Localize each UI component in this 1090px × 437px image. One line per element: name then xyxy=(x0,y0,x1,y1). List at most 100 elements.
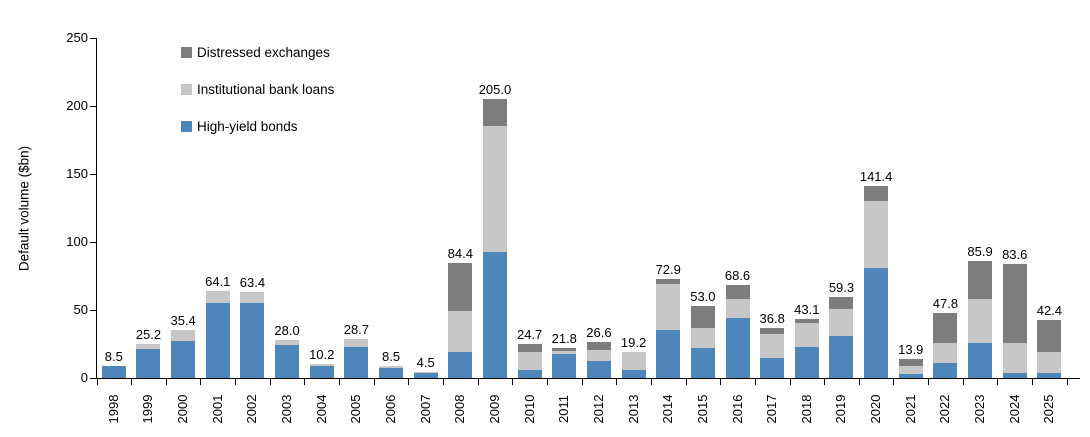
bar-segment-institutional-bank-loans-2020 xyxy=(864,201,889,268)
x-axis-category-label-2013: 2013 xyxy=(625,394,641,424)
y-axis-tick xyxy=(90,378,96,379)
bar-segment-distressed-exchanges-2024 xyxy=(1002,264,1027,343)
x-axis-category-label-2015: 2015 xyxy=(694,394,710,424)
x-axis-category-label-2022: 2022 xyxy=(937,394,953,424)
x-axis-category-label-2012: 2012 xyxy=(590,394,606,424)
legend-swatch-institutional-bank-loans xyxy=(181,84,192,95)
bar-segment-high-yield-bonds-2001 xyxy=(205,302,230,378)
x-axis-category-label-2001: 2001 xyxy=(209,394,225,424)
bar-total-label-2019: 59.3 xyxy=(828,280,855,296)
bar-segment-high-yield-bonds-2023 xyxy=(968,342,993,378)
bar-segment-distressed-exchanges-2015 xyxy=(690,305,715,328)
bar-total-label-2024: 83.6 xyxy=(1002,247,1028,263)
x-axis-tick xyxy=(789,379,791,385)
x-axis-tick xyxy=(824,379,826,385)
legend-item-distressed-exchanges: Distressed exchanges xyxy=(181,46,334,59)
x-axis-tick xyxy=(616,379,618,385)
y-axis xyxy=(96,38,97,379)
bar-total-label-2007: 4.5 xyxy=(416,354,435,370)
x-axis-tick xyxy=(200,379,202,385)
bar-segment-high-yield-bonds-2024 xyxy=(1002,372,1027,378)
bar-total-label-2018: 43.1 xyxy=(794,302,820,318)
x-axis-category-label-2020: 2020 xyxy=(868,394,884,424)
bar-segment-high-yield-bonds-2003 xyxy=(275,345,300,378)
bar-segment-institutional-bank-loans-2001 xyxy=(205,290,230,303)
x-axis-category-label-2010: 2010 xyxy=(521,394,537,424)
x-axis-category-label-2009: 2009 xyxy=(486,394,502,424)
bar-segment-high-yield-bonds-1999 xyxy=(136,349,161,378)
y-axis-tick xyxy=(90,106,96,107)
x-axis-category-label-2002: 2002 xyxy=(244,394,260,424)
bar-segment-distressed-exchanges-2022 xyxy=(933,312,958,343)
bar-total-label-2014: 72.9 xyxy=(655,261,681,277)
x-axis-tick xyxy=(408,379,410,385)
x-axis-category-label-2014: 2014 xyxy=(660,394,676,424)
bar-total-label-2025: 42.4 xyxy=(1036,303,1063,319)
bar-segment-institutional-bank-loans-2024 xyxy=(1002,342,1027,373)
bar-segment-high-yield-bonds-2005 xyxy=(344,347,369,378)
x-axis-tick xyxy=(304,379,306,385)
x-axis-category-label-2019: 2019 xyxy=(833,394,849,424)
y-axis-tick xyxy=(90,38,96,39)
bar-total-label-2009: 205.0 xyxy=(478,82,512,98)
bar-segment-distressed-exchanges-2008 xyxy=(448,263,473,312)
bar-segment-high-yield-bonds-2018 xyxy=(794,347,819,378)
bar-segment-institutional-bank-loans-2010 xyxy=(517,351,542,370)
bar-segment-institutional-bank-loans-2017 xyxy=(760,333,785,358)
x-axis-tick xyxy=(339,379,341,385)
y-axis-title: Default volume ($bn) xyxy=(16,145,32,272)
x-axis-category-label-2003: 2003 xyxy=(279,394,295,424)
x-axis-category-label-2017: 2017 xyxy=(764,394,780,424)
bar-total-label-2000: 35.4 xyxy=(170,312,196,328)
bar-segment-distressed-exchanges-2025 xyxy=(1037,320,1062,353)
y-axis-tick-label: 100 xyxy=(66,234,88,249)
bar-segment-distressed-exchanges-2009 xyxy=(482,99,507,127)
x-axis-tick xyxy=(962,379,964,385)
y-axis-tick xyxy=(90,242,96,243)
bar-segment-high-yield-bonds-2021 xyxy=(898,373,923,378)
bar-segment-institutional-bank-loans-2012 xyxy=(586,349,611,361)
legend-item-institutional-bank-loans: Institutional bank loans xyxy=(181,83,334,96)
x-axis-category-label-2025: 2025 xyxy=(1041,394,1057,424)
bar-segment-high-yield-bonds-2000 xyxy=(171,341,196,378)
x-axis-category-label-2007: 2007 xyxy=(417,394,433,424)
bar-segment-institutional-bank-loans-2022 xyxy=(933,342,958,364)
x-axis-tick xyxy=(581,379,583,385)
bar-segment-distressed-exchanges-2017 xyxy=(760,327,785,334)
legend-label: High-yield bonds xyxy=(197,119,298,134)
x-axis-tick xyxy=(858,379,860,385)
bar-segment-high-yield-bonds-2009 xyxy=(482,252,507,378)
bar-total-label-2023: 85.9 xyxy=(967,244,993,260)
x-axis-category-label-2018: 2018 xyxy=(798,394,814,424)
bar-total-label-2003: 28.0 xyxy=(274,322,300,338)
bar-segment-institutional-bank-loans-2007 xyxy=(413,371,438,374)
bar-segment-distressed-exchanges-2018 xyxy=(794,319,819,323)
bar-segment-institutional-bank-loans-2003 xyxy=(275,339,300,346)
bar-total-label-2005: 28.7 xyxy=(343,321,370,337)
y-axis-tick-label: 250 xyxy=(66,30,88,45)
legend-swatch-high-yield-bonds xyxy=(181,121,192,132)
bar-segment-high-yield-bonds-2002 xyxy=(240,303,265,378)
bar-segment-high-yield-bonds-2019 xyxy=(829,335,854,378)
bar-total-label-2015: 53.0 xyxy=(690,288,716,304)
bar-segment-institutional-bank-loans-2008 xyxy=(448,311,473,353)
bar-total-label-1999: 25.2 xyxy=(135,326,162,342)
bar-segment-distressed-exchanges-2010 xyxy=(517,344,542,352)
x-axis-tick xyxy=(443,379,444,385)
bar-segment-high-yield-bonds-2020 xyxy=(864,267,889,378)
bar-total-label-2001: 64.1 xyxy=(205,273,231,289)
bar-segment-high-yield-bonds-2017 xyxy=(760,357,785,378)
bar-segment-institutional-bank-loans-2015 xyxy=(690,327,715,349)
x-axis-tick xyxy=(1066,379,1068,385)
bar-segment-high-yield-bonds-2007 xyxy=(413,373,438,378)
bar-total-label-2013: 19.2 xyxy=(620,334,647,350)
bar-segment-high-yield-bonds-2006 xyxy=(379,368,404,378)
bar-segment-distressed-exchanges-2021 xyxy=(898,359,923,366)
bar-segment-high-yield-bonds-1998 xyxy=(101,366,126,378)
bar-total-label-2022: 47.8 xyxy=(932,295,959,311)
bar-segment-institutional-bank-loans-2014 xyxy=(656,284,681,331)
bar-segment-high-yield-bonds-2010 xyxy=(517,369,542,378)
bar-segment-institutional-bank-loans-2009 xyxy=(482,126,507,253)
x-axis-category-label-2024: 2024 xyxy=(1006,394,1022,424)
